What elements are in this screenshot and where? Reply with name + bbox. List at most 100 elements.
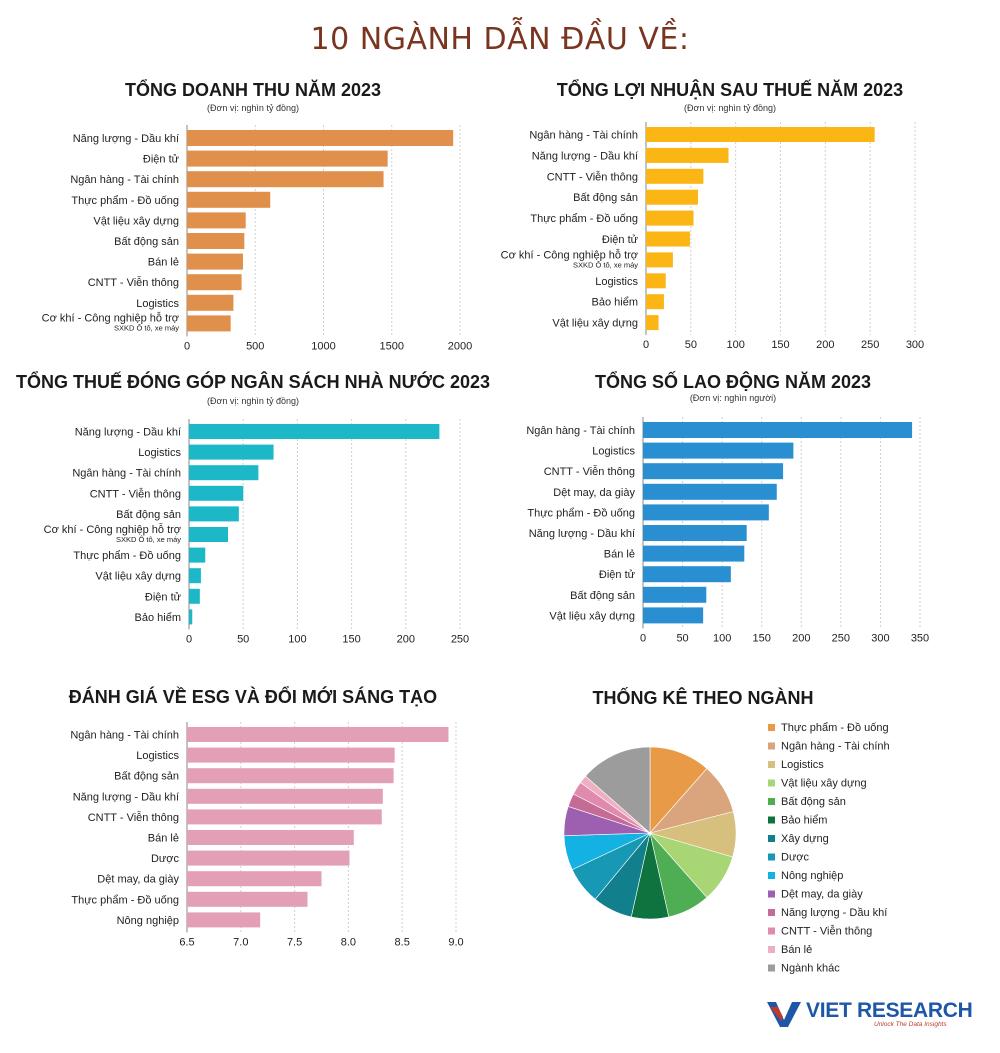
esg-bar xyxy=(187,830,354,845)
tax-category-label: Vật liệu xây dựng xyxy=(95,571,181,583)
profit-chart: TỔNG LỢI NHUẬN SAU THUẾ NĂM 2023 (Đơn vị:… xyxy=(501,79,925,351)
sector-legend-swatch xyxy=(768,779,775,787)
tax-bar xyxy=(189,609,193,625)
esg-bar xyxy=(187,871,322,887)
sector-legend-swatch xyxy=(768,946,775,953)
revenue-category-label: CNTT - Viễn thông xyxy=(88,276,179,289)
tax-bar xyxy=(189,568,201,584)
labor-tick-label: 250 xyxy=(832,632,850,644)
sector-legend-swatch xyxy=(768,927,775,935)
tax-bar xyxy=(189,485,244,501)
esg-bar xyxy=(187,912,261,928)
revenue-bar xyxy=(187,274,242,291)
revenue-category-label: Logistics xyxy=(136,298,179,310)
esg-tick-label: 6.5 xyxy=(179,936,194,948)
sector-legend-label: Xây dựng xyxy=(781,833,829,845)
profit-category-label: CNTT - Viễn thông xyxy=(547,170,638,183)
sector-title: THỐNG KÊ THEO NGÀNH xyxy=(592,687,813,708)
sector-legend-label: Dược xyxy=(781,852,810,864)
labor-bar xyxy=(643,545,745,562)
sector-legend-label: Logistics xyxy=(781,759,824,771)
labor-category-label: Năng lượng - Dầu khí xyxy=(529,528,635,540)
sector-legend-label: Dệt may, da giày xyxy=(781,889,863,901)
esg-bar xyxy=(187,768,394,784)
labor-category-label: Ngân hàng - Tài chính xyxy=(526,425,635,437)
tax-category-label: Điện tử xyxy=(145,591,182,603)
profit-tick-label: 250 xyxy=(861,339,879,351)
labor-bar xyxy=(643,566,731,583)
profit-bar xyxy=(646,147,729,163)
sector-legend-swatch xyxy=(768,835,775,842)
tax-title: TỔNG THUẾ ĐÓNG GÓP NGÂN SÁCH NHÀ NƯỚC 20… xyxy=(16,371,490,392)
profit-category-sublabel: SXKD Ô tô, xe máy xyxy=(573,260,638,269)
labor-bar xyxy=(643,483,777,500)
revenue-tick-label: 500 xyxy=(246,340,264,352)
esg-category-label: Ngân hàng - Tài chính xyxy=(70,730,179,742)
logo-mark-icon xyxy=(767,1002,801,1027)
esg-category-label: Bất động sản xyxy=(114,771,179,783)
esg-bar xyxy=(187,891,308,907)
esg-category-label: Nông nghiệp xyxy=(117,915,179,927)
esg-category-label: Bán lẻ xyxy=(148,833,179,845)
revenue-tick-label: 1500 xyxy=(380,340,404,352)
profit-category-label: Vật liệu xây dựng xyxy=(552,318,638,330)
profit-category-label: Cơ khí - Công nghiệp hỗ trợ xyxy=(501,248,638,261)
sector-legend-label: Bán lẻ xyxy=(781,944,812,956)
esg-tick-label: 8.0 xyxy=(341,936,356,948)
esg-category-label: Logistics xyxy=(136,750,179,762)
revenue-bar xyxy=(187,171,384,188)
tax-tick-label: 0 xyxy=(186,633,192,645)
labor-chart: TỔNG SỐ LAO ĐỘNG NĂM 2023(Đơn vị: nghìn … xyxy=(526,371,929,644)
tax-category-label: Bất động sản xyxy=(116,509,181,521)
revenue-bar xyxy=(187,130,454,146)
tax-category-label: Bảo hiểm xyxy=(135,612,181,624)
labor-tick-label: 100 xyxy=(713,632,731,644)
profit-tick-label: 0 xyxy=(643,339,649,351)
tax-tick-label: 200 xyxy=(397,633,415,645)
sector-legend-label: Nông nghiệp xyxy=(781,870,843,882)
sector-pie-slice xyxy=(649,746,708,834)
sector-legend-label: Bất động sản xyxy=(781,796,846,808)
revenue-bar xyxy=(187,150,388,167)
revenue-unit: (Đơn vị: nghìn tỷ đồng) xyxy=(207,103,299,113)
tax-category-sublabel: SXKD Ô tô, xe máy xyxy=(116,535,181,544)
revenue-bar xyxy=(187,212,246,229)
tax-category-label: CNTT - Viễn thông xyxy=(90,487,181,500)
revenue-bar xyxy=(187,253,243,270)
esg-chart: ĐÁNH GIÁ VỀ ESG VÀ ĐỔI MỚI SÁNG TẠO 6.5 7.… xyxy=(69,686,464,948)
profit-category-label: Bảo hiểm xyxy=(592,297,638,309)
sector-legend-swatch xyxy=(768,816,775,824)
labor-bar xyxy=(643,504,769,521)
tax-tick-label: 250 xyxy=(451,633,469,645)
labor-title: TỔNG SỐ LAO ĐỘNG NĂM 2023 xyxy=(595,371,871,392)
sector-pie-chart: THỐNG KÊ THEO NGÀNH Thực phẩm - Đồ uống Ng… xyxy=(563,687,890,975)
tax-unit: (Đơn vị: nghìn tỷ đồng) xyxy=(207,396,299,406)
tax-chart: TỔNG THUẾ ĐÓNG GÓP NGÂN SÁCH NHÀ NƯỚC 20… xyxy=(16,371,490,645)
esg-category-label: CNTT - Viễn thông xyxy=(88,811,179,824)
profit-tick-label: 100 xyxy=(726,339,744,351)
esg-bar xyxy=(187,747,395,763)
sector-legend-label: Thực phẩm - Đồ uống xyxy=(781,722,889,734)
viet-research-logo: VIET RESEARCH Unlock The Data Insights xyxy=(766,998,973,1032)
esg-bar xyxy=(187,809,382,825)
revenue-category-label: Ngân hàng - Tài chính xyxy=(70,174,179,186)
profit-bar xyxy=(646,315,659,331)
tax-bar xyxy=(189,444,274,460)
sector-legend-swatch xyxy=(768,909,775,916)
profit-tick-label: 300 xyxy=(906,339,924,351)
profit-bar xyxy=(646,252,673,268)
sector-legend-swatch xyxy=(768,724,775,731)
labor-bar xyxy=(643,607,704,624)
revenue-category-label: Thực phẩm - Đồ uống xyxy=(71,195,179,207)
tax-bar xyxy=(189,424,440,439)
sector-legend-label: Vật liệu xây dựng xyxy=(781,778,867,790)
profit-bar xyxy=(646,189,699,205)
labor-tick-label: 150 xyxy=(753,632,771,644)
tax-bar xyxy=(189,465,259,481)
profit-bar xyxy=(646,127,875,142)
labor-tick-label: 200 xyxy=(792,632,810,644)
esg-tick-label: 9.0 xyxy=(448,936,463,948)
revenue-category-label: Bán lẻ xyxy=(148,257,179,269)
profit-unit: (Đơn vị: nghìn tỷ đồng) xyxy=(684,103,776,113)
labor-category-label: Điện tử xyxy=(599,569,636,581)
